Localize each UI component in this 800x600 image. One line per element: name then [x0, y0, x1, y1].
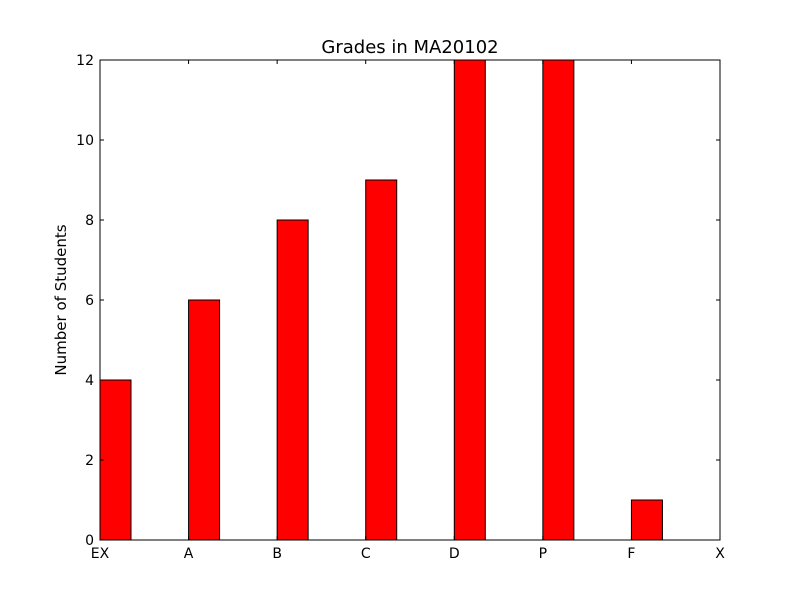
bar-p	[542, 59, 575, 541]
y-tick-label-12: 12	[76, 53, 94, 69]
y-tick-label-10: 10	[76, 133, 94, 149]
bar-b	[276, 219, 309, 541]
x-tick-label-x: X	[715, 546, 725, 562]
x-tick-label-b: B	[272, 546, 282, 562]
x-tick-label-c: C	[361, 546, 371, 562]
bar-c	[365, 179, 398, 541]
x-tick-label-d: D	[449, 546, 460, 562]
bar-d	[453, 59, 486, 541]
y-tick-label-8: 8	[85, 213, 94, 229]
y-tick-labels: 0 2 4 6 8 10 12	[76, 53, 94, 549]
plot-frame	[99, 59, 721, 541]
bar-ex	[99, 379, 132, 541]
bars-group	[99, 59, 663, 541]
y-tick-label-4: 4	[85, 373, 94, 389]
y-tick-label-2: 2	[85, 453, 94, 469]
bar-f	[630, 499, 663, 541]
y-axis-label: Number of Students	[52, 224, 70, 375]
x-tick-label-ex: EX	[91, 546, 110, 562]
y-tick-label-6: 6	[85, 293, 94, 309]
y-tick-label-0: 0	[85, 533, 94, 549]
x-tick-labels: EX A B C D P F X	[91, 546, 725, 562]
x-tick-label-f: F	[627, 546, 635, 562]
x-tick-label-p: P	[539, 546, 547, 562]
bar-a	[188, 299, 221, 541]
chart-title: Grades in MA20102	[321, 37, 498, 58]
x-tick-label-a: A	[184, 546, 194, 562]
